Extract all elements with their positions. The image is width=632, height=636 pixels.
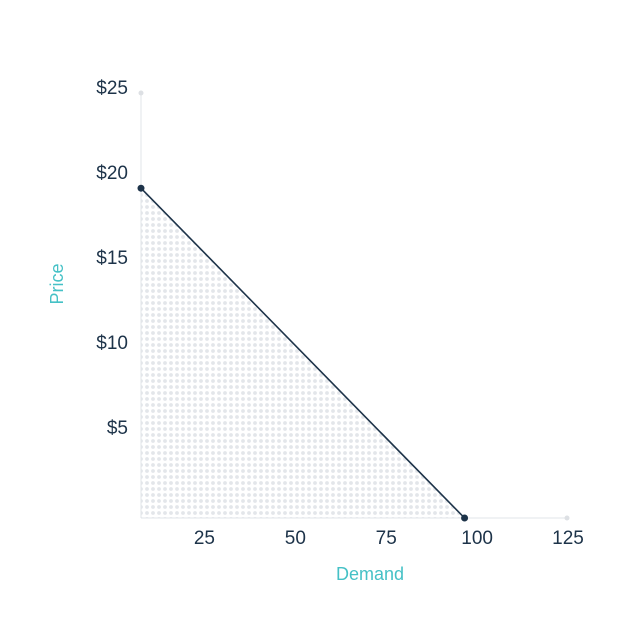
point <box>461 514 469 522</box>
x-axis-title: Demand <box>336 564 404 584</box>
demand-line <box>140 187 466 519</box>
x-tick-label: 75 <box>376 528 397 549</box>
axis-end <box>564 515 570 521</box>
x-tick-label: 125 <box>552 528 584 549</box>
y-axis-title: Price <box>47 263 67 304</box>
x-tick-label: 50 <box>285 528 306 549</box>
y-tick-label: $5 <box>107 418 128 439</box>
y-tick-label: $15 <box>96 248 128 269</box>
x-tick-label: 100 <box>461 528 493 549</box>
axis-end <box>138 90 144 96</box>
x-tick-label: 25 <box>194 528 215 549</box>
point <box>137 184 145 192</box>
y-tick-label: $20 <box>96 163 128 184</box>
y-tick-label: $25 <box>96 78 128 99</box>
y-tick-label: $10 <box>96 333 128 354</box>
